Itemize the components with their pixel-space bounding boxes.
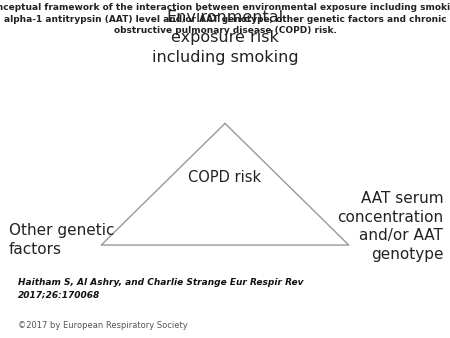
Text: ©2017 by European Respiratory Society: ©2017 by European Respiratory Society: [18, 320, 188, 330]
Text: Haitham S, Al Ashry, and Charlie Strange Eur Respir Rev
2017;26:170068: Haitham S, Al Ashry, and Charlie Strange…: [18, 278, 303, 299]
Text: Conceptual framework of the interaction between environmental exposure including: Conceptual framework of the interaction …: [0, 3, 450, 35]
Text: AAT serum
concentration
and/or AAT
genotype: AAT serum concentration and/or AAT genot…: [337, 191, 443, 262]
Text: Environmental
exposure risk
including smoking: Environmental exposure risk including sm…: [152, 10, 298, 65]
Text: Other genetic
factors: Other genetic factors: [9, 223, 114, 257]
Text: COPD risk: COPD risk: [189, 170, 261, 185]
